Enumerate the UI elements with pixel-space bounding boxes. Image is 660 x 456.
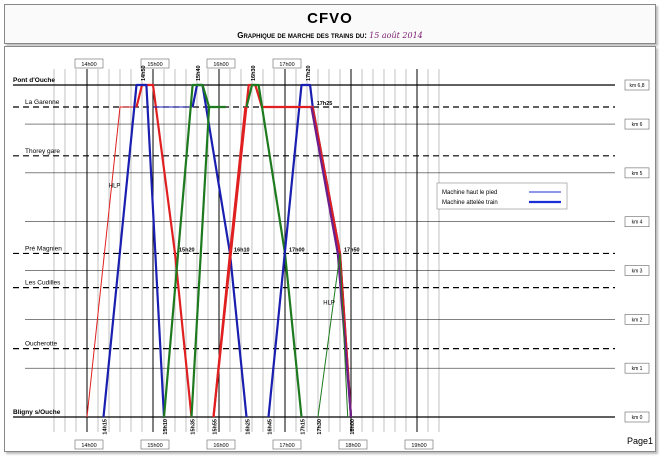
hour-box-top	[140, 58, 170, 69]
km-box	[624, 314, 650, 325]
time-annotation: 17h25	[317, 101, 333, 107]
legend-box	[436, 182, 568, 210]
station-label: Les Cudilles	[25, 280, 61, 287]
legend-label: Machine attelée train	[442, 200, 498, 206]
time-annotation: 16h10	[234, 247, 250, 253]
train-run-line	[135, 83, 193, 418]
graph-frame: 14h00 15h00 16h00 17h00 14h00 15h00 16h00 17h00…	[4, 46, 656, 452]
hour-label-bottom: 14h00	[81, 443, 96, 449]
hour-label-top: 17h00	[279, 62, 294, 68]
time-annotation: 16h30	[251, 65, 257, 81]
km-box	[624, 216, 650, 228]
hour-box-top	[272, 58, 302, 69]
hour-box-top	[206, 58, 236, 69]
hlp-label: HLP	[109, 184, 121, 190]
km-box	[624, 362, 650, 374]
station-label: Oucherotte	[25, 341, 58, 348]
time-annotation: 14h15	[103, 419, 109, 435]
subtitle-text: Graphique de marche des trains du:	[237, 31, 367, 40]
train-schedule-graph: 14h00 15h00 16h00 17h00 14h00 15h00 16h00 17h00…	[13, 58, 650, 450]
train-run-line	[317, 252, 349, 418]
time-annotation: 17h50	[344, 247, 360, 253]
hour-box-bottom	[404, 439, 434, 450]
hour-box-bottom	[206, 439, 236, 450]
km-box	[624, 118, 650, 130]
hour-box-bottom	[338, 439, 368, 450]
hour-label-top: 16h00	[213, 62, 228, 68]
hour-label-bottom: 18h00	[345, 443, 360, 449]
time-annotation: 15h20	[179, 247, 195, 253]
km-label: km 5	[632, 171, 643, 177]
station-label: Pont d'Ouche	[13, 77, 55, 84]
station-label: La Garenne	[25, 99, 60, 106]
train-run-line	[162, 83, 226, 418]
train-run-line	[102, 83, 166, 418]
train-run-line	[310, 106, 353, 418]
page-title: CFVO	[307, 10, 353, 27]
hour-label-top: 15h00	[147, 62, 162, 68]
km-label: km 6,8	[629, 83, 644, 89]
time-annotation: 16h25	[246, 419, 252, 435]
km-box	[624, 265, 650, 276]
hour-label-bottom: 16h00	[213, 443, 228, 449]
station-label: Pré Magnien	[25, 245, 62, 252]
train-run-line	[212, 106, 247, 418]
hour-box-bottom	[140, 439, 170, 450]
time-annotation: 14h50	[141, 65, 147, 81]
hour-box-top	[74, 58, 104, 69]
time-annotation: 17h15	[301, 419, 307, 435]
date-label: 15 août 2014	[369, 31, 423, 40]
km-label: km 2	[632, 317, 643, 323]
time-annotation: 15h10	[163, 419, 169, 435]
train-run-line	[190, 106, 211, 418]
time-annotation: 17h30	[317, 419, 323, 435]
time-annotation: 17h20	[306, 65, 312, 81]
train-run-line	[245, 83, 303, 418]
time-annotation: 15h35	[190, 419, 196, 435]
hour-label-bottom: 15h00	[147, 443, 162, 449]
km-label: km 0	[632, 415, 643, 421]
hour-label-bottom: 19h00	[411, 443, 426, 449]
time-annotation: 15h40	[196, 65, 202, 81]
km-label: km 6	[632, 122, 643, 128]
km-label: km 3	[632, 269, 643, 275]
hour-label-bottom: 17h00	[279, 443, 294, 449]
page-subtitle: Graphique de marche des trains du: 15 ao…	[5, 31, 655, 40]
hour-label-top: 14h00	[81, 62, 96, 68]
km-box	[624, 167, 650, 179]
time-annotation: 18h00	[350, 419, 356, 435]
page-number: Page1	[627, 436, 654, 446]
train-run-line	[86, 106, 137, 418]
time-annotation: 16h45	[268, 419, 274, 435]
station-label: Thorey gare	[25, 148, 60, 155]
km-box	[624, 411, 650, 423]
km-label: km 1	[632, 366, 643, 372]
header: CFVO Graphique de marche des trains du: …	[4, 4, 656, 44]
km-label: km 4	[632, 220, 643, 226]
time-annotation: 17h00	[289, 247, 305, 253]
km-box	[624, 79, 650, 91]
hour-box-bottom	[74, 439, 104, 450]
station-label: Bligny s/Ouche	[13, 409, 61, 416]
hlp-label: HLP	[323, 301, 335, 307]
time-annotation: 15h55	[213, 419, 219, 435]
hour-box-bottom	[272, 439, 302, 450]
legend-label: Machine haut le pied	[442, 190, 497, 196]
